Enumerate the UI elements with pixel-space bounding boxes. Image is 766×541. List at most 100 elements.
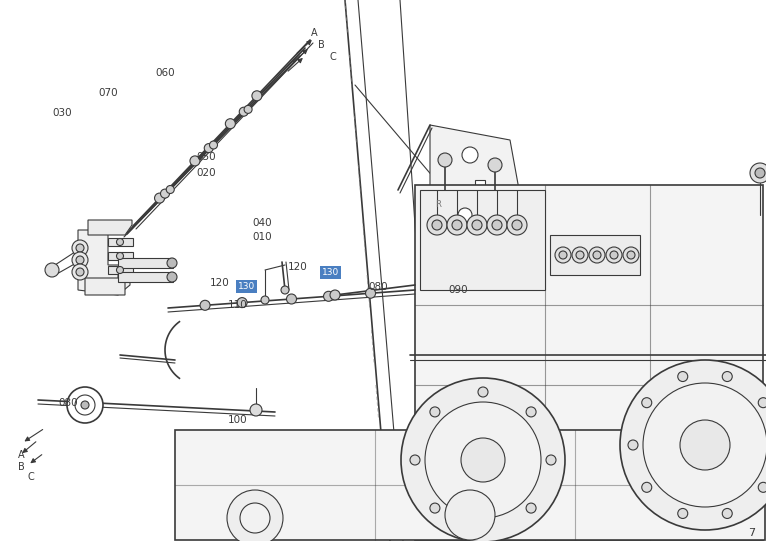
Circle shape — [72, 264, 88, 280]
Circle shape — [462, 147, 478, 163]
Circle shape — [642, 483, 652, 492]
Circle shape — [410, 455, 420, 465]
Circle shape — [623, 247, 639, 263]
Circle shape — [227, 490, 283, 541]
Circle shape — [722, 509, 732, 518]
Circle shape — [610, 251, 618, 259]
Circle shape — [209, 141, 218, 149]
Text: 120: 120 — [210, 278, 230, 288]
Text: 080: 080 — [58, 398, 77, 408]
Circle shape — [620, 360, 766, 530]
Circle shape — [425, 402, 541, 518]
Circle shape — [546, 455, 556, 465]
Circle shape — [478, 523, 488, 533]
Text: 050: 050 — [196, 152, 215, 162]
Circle shape — [225, 118, 235, 129]
Circle shape — [281, 286, 289, 294]
Text: 070: 070 — [98, 88, 118, 98]
Text: A: A — [18, 450, 25, 460]
Circle shape — [606, 247, 622, 263]
Polygon shape — [430, 125, 520, 270]
Circle shape — [261, 296, 269, 304]
Circle shape — [467, 215, 487, 235]
Circle shape — [116, 267, 123, 274]
Polygon shape — [85, 275, 125, 295]
Circle shape — [190, 156, 200, 166]
Bar — [550, 235, 640, 275]
Circle shape — [680, 420, 730, 470]
Circle shape — [488, 158, 502, 172]
Circle shape — [678, 372, 688, 381]
Circle shape — [430, 503, 440, 513]
Circle shape — [507, 215, 527, 235]
Bar — [455, 230, 470, 242]
Circle shape — [237, 298, 247, 308]
Circle shape — [200, 300, 210, 311]
Text: 130: 130 — [238, 282, 255, 291]
Circle shape — [76, 244, 84, 252]
Bar — [475, 180, 485, 198]
Bar — [118, 272, 173, 282]
Circle shape — [722, 372, 732, 381]
Circle shape — [116, 239, 123, 246]
Circle shape — [572, 247, 588, 263]
Text: 060: 060 — [155, 68, 175, 78]
Circle shape — [555, 247, 571, 263]
Circle shape — [461, 438, 505, 482]
Circle shape — [445, 490, 495, 540]
Text: 040: 040 — [252, 218, 272, 228]
Circle shape — [526, 503, 536, 513]
Bar — [420, 190, 545, 290]
Bar — [108, 252, 133, 260]
Circle shape — [167, 272, 177, 282]
Circle shape — [239, 107, 248, 116]
Bar — [490, 185, 498, 201]
Circle shape — [252, 91, 262, 101]
Polygon shape — [415, 185, 763, 540]
Circle shape — [526, 407, 536, 417]
Text: 110: 110 — [228, 300, 247, 310]
Circle shape — [627, 251, 635, 259]
Circle shape — [642, 398, 652, 408]
Circle shape — [750, 163, 766, 183]
Text: C: C — [28, 472, 34, 482]
Circle shape — [678, 509, 688, 518]
Bar — [118, 258, 173, 268]
Circle shape — [45, 263, 59, 277]
Circle shape — [559, 251, 567, 259]
Circle shape — [589, 247, 605, 263]
Circle shape — [401, 378, 565, 541]
Text: 120: 120 — [288, 262, 308, 272]
Circle shape — [250, 404, 262, 416]
Text: 7: 7 — [748, 528, 755, 538]
Text: 030: 030 — [52, 108, 72, 118]
Circle shape — [478, 387, 488, 397]
Text: 020: 020 — [196, 168, 215, 178]
Circle shape — [166, 186, 174, 194]
Circle shape — [286, 294, 296, 304]
Circle shape — [365, 288, 375, 298]
Text: B: B — [318, 40, 325, 50]
Circle shape — [155, 193, 165, 203]
Circle shape — [447, 215, 467, 235]
Circle shape — [487, 215, 507, 235]
Circle shape — [758, 398, 766, 408]
Circle shape — [75, 395, 95, 415]
Circle shape — [427, 215, 447, 235]
Circle shape — [323, 291, 333, 301]
Circle shape — [161, 189, 169, 198]
Circle shape — [167, 258, 177, 268]
Circle shape — [452, 220, 462, 230]
Bar — [108, 266, 133, 274]
Circle shape — [240, 503, 270, 533]
Circle shape — [438, 153, 452, 167]
Circle shape — [76, 268, 84, 276]
Circle shape — [432, 220, 442, 230]
Circle shape — [116, 253, 123, 260]
Text: R: R — [435, 200, 441, 209]
Circle shape — [72, 252, 88, 268]
Text: A: A — [311, 28, 318, 38]
Circle shape — [492, 220, 502, 230]
Polygon shape — [78, 230, 130, 295]
Circle shape — [593, 251, 601, 259]
